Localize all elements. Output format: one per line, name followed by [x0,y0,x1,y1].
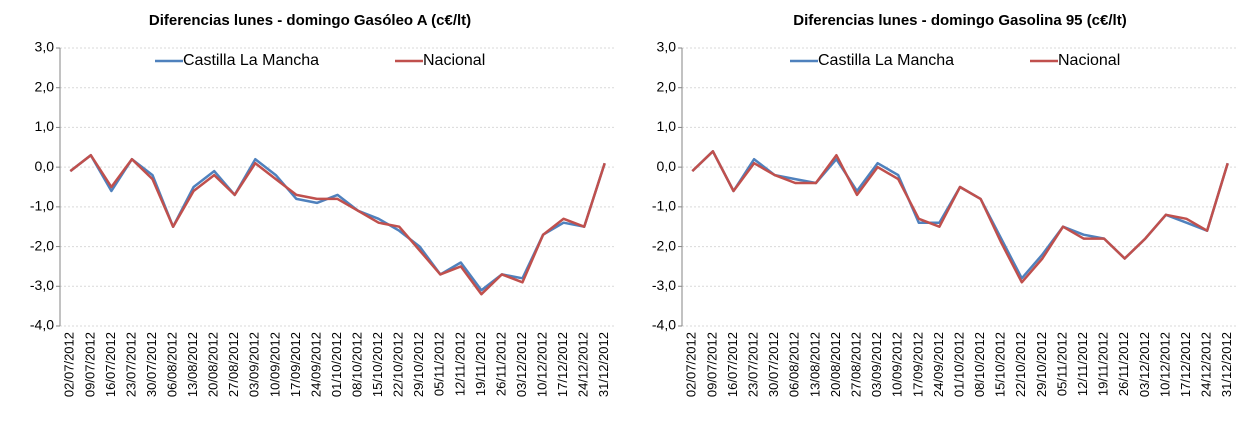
x-tick-label: 02/07/2012 [684,332,699,397]
y-tick-label: -4,0 [30,317,54,333]
x-tick-label: 31/12/2012 [596,332,611,397]
x-tick-label: 10/12/2012 [1157,332,1172,397]
y-tick-label: -4,0 [652,317,676,333]
y-tick-label: 0,0 [657,158,677,174]
x-tick-label: 02/07/2012 [62,332,77,397]
x-tick-label: 03/09/2012 [247,332,262,397]
x-tick-label: 26/11/2012 [1116,332,1131,396]
x-tick-label: 12/11/2012 [1075,332,1090,396]
legend-label: Nacional [423,52,485,69]
x-tick-label: 13/08/2012 [807,332,822,397]
x-tick-label: 03/09/2012 [869,332,884,397]
series-line [691,150,1229,280]
x-tick-label: 17/12/2012 [1178,332,1193,397]
x-tick-label: 17/09/2012 [910,332,925,397]
x-tick-label: 27/08/2012 [226,332,241,397]
legend-label: Castilla La Mancha [183,52,319,69]
y-tick-label: -1,0 [30,198,54,214]
x-tick-label: 31/12/2012 [1219,332,1234,397]
x-tick-label: 01/10/2012 [329,332,344,397]
x-tick-label: 08/10/2012 [349,332,364,397]
x-tick-label: 22/10/2012 [391,332,406,397]
chart: Diferencias lunes - domingo Gasolina 95 … [652,12,1238,397]
x-tick-label: 23/07/2012 [123,332,138,397]
series-line [69,153,606,296]
y-tick-label: -3,0 [652,277,676,293]
y-tick-label: -1,0 [652,198,676,214]
x-tick-label: 19/11/2012 [1096,332,1111,396]
x-tick-label: 20/08/2012 [206,332,221,397]
y-tick-label: 1,0 [657,118,677,134]
x-tick-label: 10/09/2012 [267,332,282,397]
x-tick-label: 06/08/2012 [787,332,802,397]
x-tick-label: 13/08/2012 [185,332,200,397]
x-tick-label: 15/10/2012 [370,332,385,397]
y-tick-label: 1,0 [35,118,55,134]
x-tick-label: 10/12/2012 [534,332,549,397]
x-tick-label: 24/09/2012 [308,332,323,397]
chart-title: Diferencias lunes - domingo Gasolina 95 … [793,12,1126,29]
chart-title: Diferencias lunes - domingo Gasóleo A (c… [149,12,471,29]
x-tick-label: 30/07/2012 [144,332,159,397]
x-tick-label: 03/12/2012 [1137,332,1152,397]
x-tick-label: 17/09/2012 [288,332,303,397]
y-tick-label: 0,0 [35,158,55,174]
x-tick-label: 24/12/2012 [576,332,591,397]
x-tick-label: 30/07/2012 [766,332,781,397]
x-tick-label: 05/11/2012 [1054,332,1069,396]
x-tick-label: 05/11/2012 [432,332,447,396]
x-tick-label: 12/11/2012 [452,332,467,396]
x-tick-label: 09/07/2012 [82,332,97,397]
x-tick-label: 26/11/2012 [493,332,508,396]
x-tick-label: 20/08/2012 [828,332,843,397]
y-tick-label: -2,0 [652,237,676,253]
x-tick-label: 23/07/2012 [746,332,761,397]
y-tick-label: -3,0 [30,277,54,293]
y-tick-label: 2,0 [35,78,55,94]
x-tick-label: 29/10/2012 [1034,332,1049,397]
y-tick-label: 3,0 [35,39,55,55]
y-tick-label: 2,0 [657,78,677,94]
x-tick-label: 22/10/2012 [1013,332,1028,397]
y-tick-label: -2,0 [30,237,54,253]
y-tick-label: 3,0 [657,39,677,55]
legend-label: Castilla La Mancha [818,52,954,69]
x-tick-label: 16/07/2012 [725,332,740,397]
x-tick-label: 16/07/2012 [103,332,118,397]
x-tick-label: 24/12/2012 [1199,332,1214,397]
x-tick-label: 27/08/2012 [848,332,863,397]
x-tick-label: 24/09/2012 [931,332,946,397]
x-tick-label: 10/09/2012 [890,332,905,397]
x-tick-label: 06/08/2012 [164,332,179,397]
series-line [691,150,1229,284]
legend-label: Nacional [1058,52,1120,69]
x-tick-label: 08/10/2012 [972,332,987,397]
x-tick-label: 19/11/2012 [473,332,488,396]
chart: Diferencias lunes - domingo Gasóleo A (c… [30,12,615,397]
x-tick-label: 03/12/2012 [514,332,529,397]
x-tick-label: 29/10/2012 [411,332,426,397]
x-tick-label: 15/10/2012 [993,332,1008,397]
x-tick-label: 09/07/2012 [704,332,719,397]
x-tick-label: 17/12/2012 [555,332,570,397]
x-tick-label: 01/10/2012 [951,332,966,397]
